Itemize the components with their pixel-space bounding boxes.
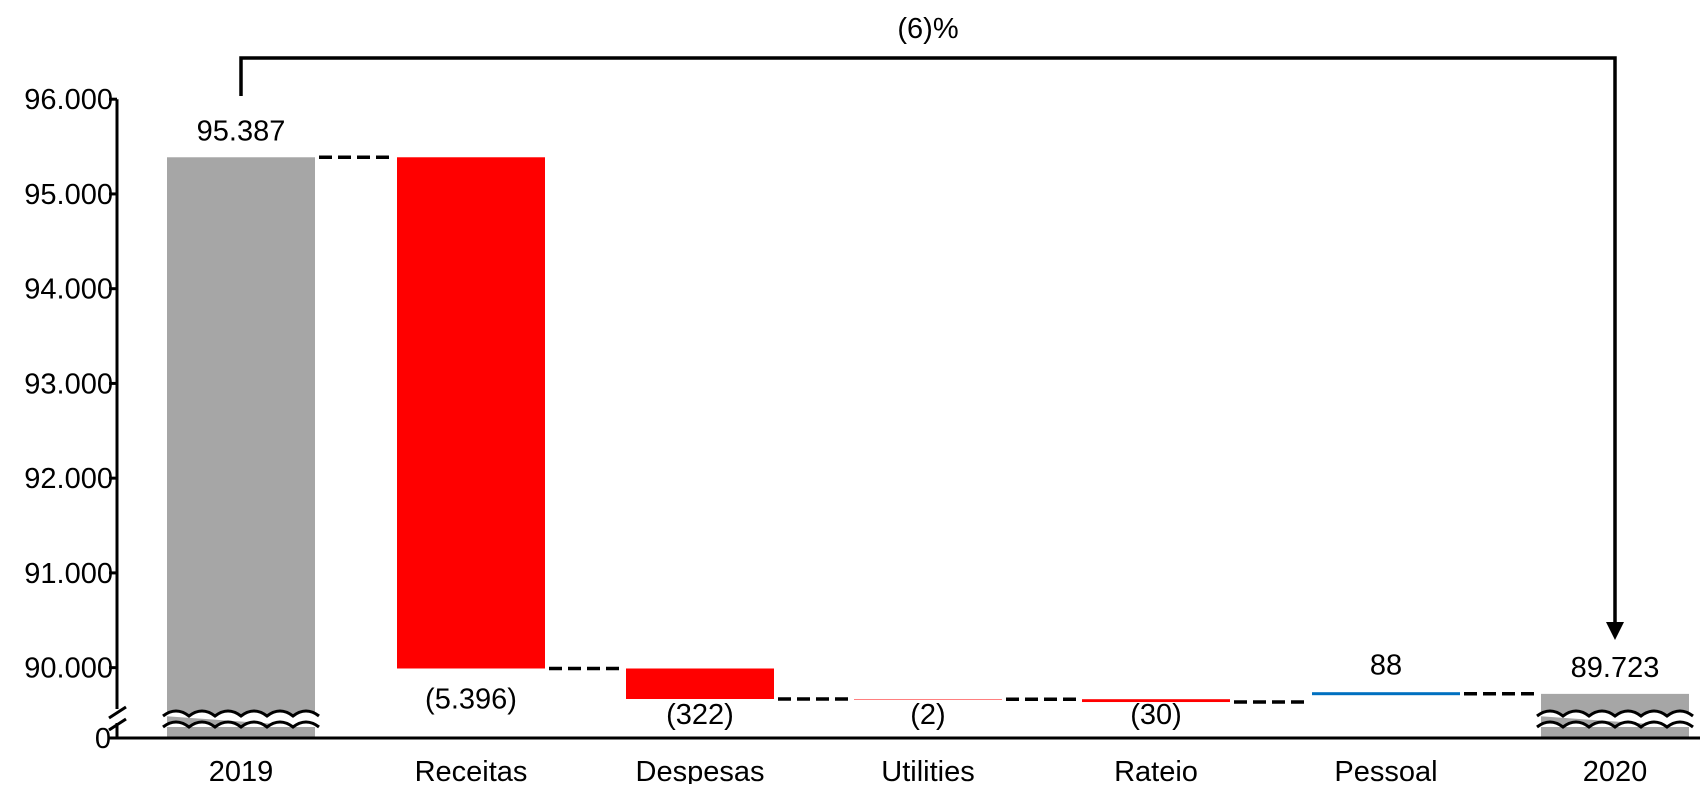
y-tick-label: 90.000: [24, 653, 113, 685]
axis-breaks-group: [162, 709, 1694, 729]
connectors-group: [319, 155, 1537, 704]
bar-decrease-receitas: [397, 157, 545, 669]
x-tick-label: Utilities: [881, 756, 974, 784]
data-label: 89.723: [1571, 652, 1660, 684]
data-label: (2): [910, 699, 945, 731]
x-tick-label: 2019: [209, 756, 274, 784]
x-tick-label: Receitas: [415, 756, 528, 784]
x-tick-label: Despesas: [636, 756, 765, 784]
axis-break-2019-bottom-line: [162, 720, 320, 729]
axis-break-2020: [1536, 709, 1694, 729]
y-tick-label: 92.000: [24, 463, 113, 495]
labels-group: 96.000 95.000 94.000 93.000 92.000 91.000 90.0…: [24, 84, 1660, 788]
y-tick-label: 91.000: [24, 558, 113, 590]
bar-decrease-utilities: [854, 698, 1002, 700]
change-arrowhead: [1606, 622, 1624, 640]
bar-increase-pessoal: [1312, 692, 1460, 696]
bar-decrease-despesas: [626, 668, 774, 699]
data-label: 95.387: [197, 115, 286, 147]
y-tick-label: 94.000: [24, 274, 113, 306]
bar-total-2019: [167, 157, 315, 738]
y-tick-label: 93.000: [24, 368, 113, 400]
y-tick-label: 95.000: [24, 179, 113, 211]
axis-break-2020-top-line: [1536, 709, 1694, 718]
change-label: (6)%: [897, 13, 958, 45]
x-tick-label: Pessoal: [1334, 756, 1437, 784]
bars-group: [167, 157, 1689, 738]
y-axis-break-mark-2: [108, 717, 127, 732]
data-label: (5.396): [425, 683, 517, 715]
axes-group: [108, 97, 1700, 740]
x-tick-label: 2020: [1583, 756, 1648, 784]
data-label: (322): [666, 699, 734, 731]
data-label: (30): [1130, 699, 1182, 731]
change-bracket: [239, 56, 1617, 624]
change-annotation-group: (6)%: [239, 13, 1624, 640]
bar-decrease-rateio: [1082, 699, 1230, 703]
y-tick-label: 96.000: [24, 84, 113, 116]
y-axis-break-mark-1: [108, 705, 127, 720]
axis-break-2019: [162, 709, 320, 729]
axis-break-2019-top-line: [162, 709, 320, 718]
axis-break-2020-bottom-line: [1536, 720, 1694, 729]
y-tick-label-zero: 0: [95, 723, 111, 755]
x-tick-label: Rateio: [1114, 756, 1198, 784]
data-label: 88: [1370, 650, 1402, 682]
